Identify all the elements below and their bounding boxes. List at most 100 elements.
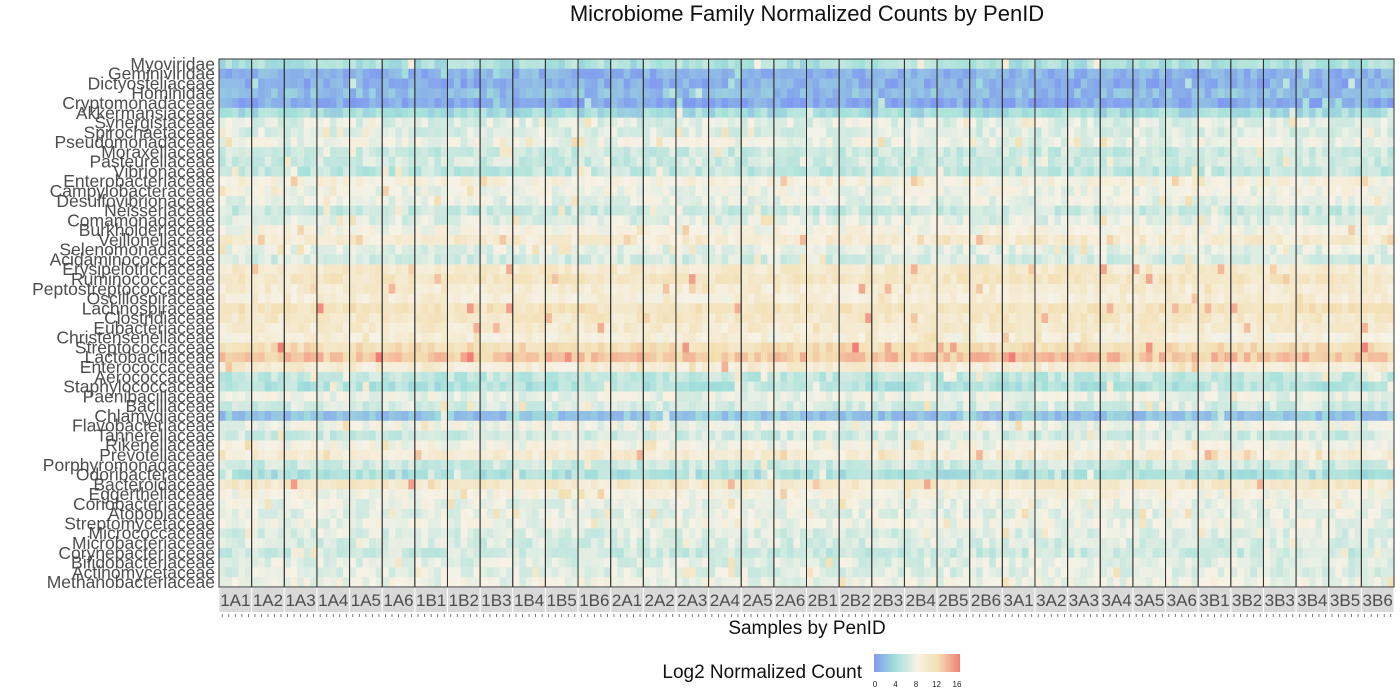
heatmap-cell	[1172, 156, 1179, 167]
heatmap-cell	[989, 323, 997, 334]
heatmap-cell	[238, 313, 246, 324]
heatmap-cell	[884, 274, 892, 285]
heatmap-cell	[943, 254, 951, 265]
heatmap-cell	[1126, 78, 1134, 89]
heatmap-cell	[689, 283, 696, 295]
heatmap-cell	[375, 274, 383, 285]
heatmap-cell	[238, 137, 246, 148]
heatmap-cell	[219, 156, 226, 167]
heatmap-cell	[1269, 303, 1277, 314]
heatmap-cell	[336, 264, 344, 275]
heatmap-cell	[421, 195, 429, 207]
heatmap-cell	[473, 137, 481, 148]
heatmap-cell	[604, 186, 612, 197]
heatmap-cell	[1302, 254, 1310, 265]
heatmap-cell	[610, 303, 618, 314]
heatmap-cell	[1185, 195, 1193, 207]
heatmap-cell	[1178, 313, 1186, 324]
heatmap-cell	[819, 137, 827, 148]
heatmap-cell	[1145, 205, 1153, 216]
heatmap-cell	[1224, 117, 1232, 128]
heatmap-cell	[1315, 293, 1323, 304]
heatmap-cell	[1145, 78, 1153, 89]
heatmap-cell	[434, 156, 442, 167]
heatmap-cell	[349, 205, 357, 216]
heatmap-cell	[728, 274, 736, 285]
heatmap-cell	[1361, 156, 1369, 167]
heatmap-cell	[832, 313, 840, 324]
heatmap-cell	[682, 274, 690, 285]
heatmap-cell	[1113, 264, 1121, 275]
heatmap-cell	[1283, 303, 1290, 314]
heatmap-cell	[813, 254, 820, 265]
heatmap-cell	[760, 68, 768, 79]
heatmap-cell	[604, 205, 612, 216]
heatmap-cell	[695, 117, 703, 128]
heatmap-cell	[382, 78, 390, 89]
heatmap-cell	[597, 78, 605, 89]
heatmap-cell	[715, 323, 723, 334]
heatmap-cell	[545, 127, 553, 138]
heatmap-cell	[1237, 107, 1245, 119]
heatmap-cell	[897, 293, 905, 304]
heatmap-cell	[956, 88, 964, 99]
heatmap-cell	[852, 147, 860, 158]
heatmap-cell	[819, 195, 827, 207]
heatmap-cell	[499, 98, 507, 109]
heatmap-cell	[1237, 254, 1245, 265]
heatmap-cell	[813, 274, 820, 285]
heatmap-cell	[1211, 156, 1219, 167]
heatmap-cell	[343, 107, 350, 119]
heatmap-cell	[630, 195, 638, 207]
heatmap-cell	[401, 313, 409, 324]
heatmap-cell	[1217, 127, 1225, 138]
heatmap-cell	[238, 205, 246, 216]
heatmap-cell	[1237, 283, 1245, 295]
heatmap-cell	[551, 117, 559, 128]
heatmap-cell	[1067, 176, 1075, 187]
heatmap-cell	[486, 323, 494, 334]
heatmap-cell	[832, 274, 840, 285]
heatmap-cell	[780, 244, 788, 255]
heatmap-cell	[1178, 225, 1186, 236]
heatmap-cell	[421, 313, 429, 324]
heatmap-cell	[460, 313, 468, 324]
heatmap-cell	[408, 264, 416, 275]
heatmap-cell	[1341, 186, 1349, 197]
heatmap-cell	[1283, 264, 1290, 275]
heatmap-cell	[662, 78, 670, 89]
heatmap-cell	[1315, 283, 1323, 295]
heatmap-cell	[1198, 195, 1206, 207]
heatmap-cell	[591, 166, 599, 177]
heatmap-cell	[1139, 107, 1147, 119]
heatmap-cell	[747, 264, 755, 275]
heatmap-cell	[1380, 195, 1388, 207]
heatmap-cell	[1328, 166, 1336, 177]
heatmap-cell	[858, 186, 866, 197]
heatmap-cell	[329, 98, 337, 109]
heatmap-cell	[845, 323, 853, 334]
heatmap-cell	[871, 323, 879, 334]
heatmap-cell	[558, 235, 566, 246]
heatmap-cell	[375, 78, 383, 89]
heatmap-cell	[1335, 215, 1343, 226]
heatmap-cell	[715, 313, 723, 324]
heatmap-cell	[702, 195, 709, 207]
heatmap-cell	[578, 127, 585, 138]
heatmap-cell	[689, 147, 696, 158]
heatmap-cell	[793, 186, 801, 197]
heatmap-cell	[617, 156, 625, 167]
heatmap-cell	[610, 147, 618, 158]
heatmap-cell	[786, 78, 794, 89]
heatmap-cell	[519, 88, 527, 99]
heatmap-cell	[297, 88, 305, 99]
heatmap-cell	[421, 137, 429, 148]
heatmap-cell	[1087, 147, 1095, 158]
heatmap-cell	[1204, 176, 1212, 187]
heatmap-cell	[1191, 244, 1199, 255]
heatmap-cell	[649, 117, 657, 128]
heatmap-cell	[1054, 98, 1062, 109]
heatmap-cell	[617, 137, 625, 148]
heatmap-cell	[734, 137, 742, 148]
heatmap-cell	[1119, 186, 1127, 197]
